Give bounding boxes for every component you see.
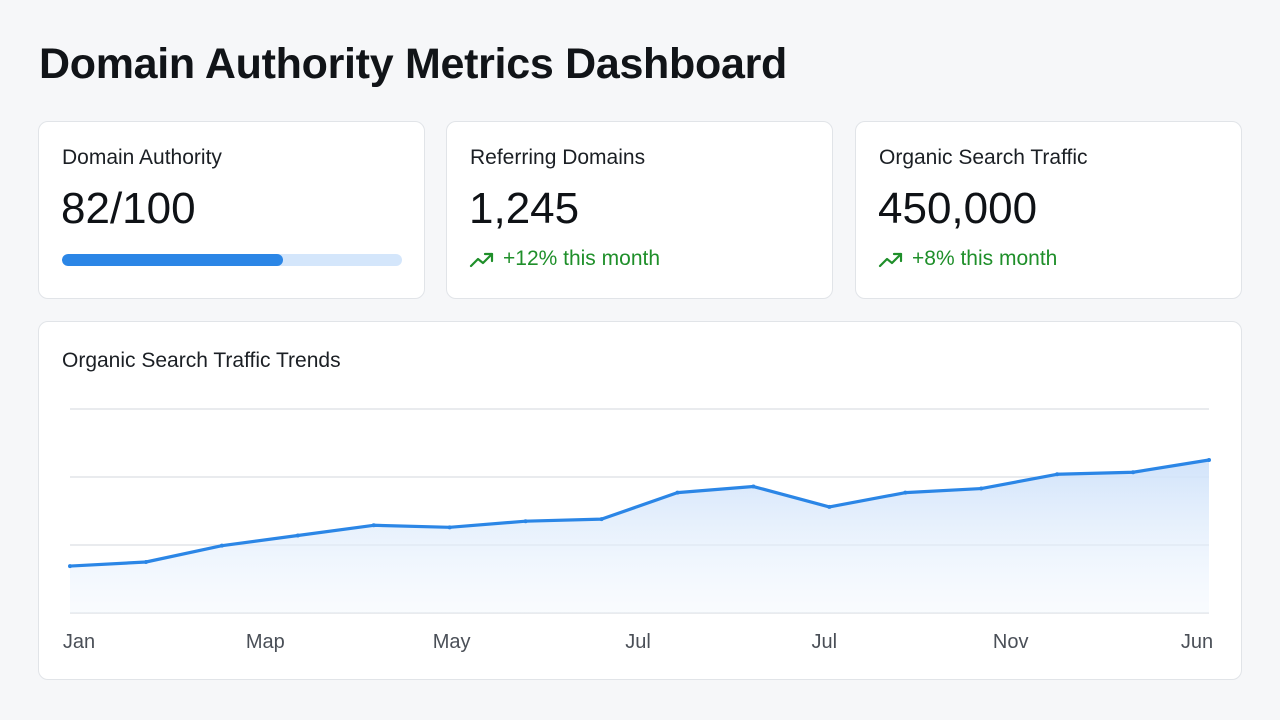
data-point xyxy=(1055,472,1060,477)
data-point xyxy=(827,504,832,509)
data-point xyxy=(599,517,604,522)
trending-up-icon xyxy=(878,252,903,268)
organic-traffic-trend: +8% this month xyxy=(878,247,1057,271)
organic-traffic-label: Organic Search Traffic xyxy=(879,146,1088,169)
traffic-trend-chart: Jan Map May Jul Jul Nov Jun xyxy=(63,408,1213,653)
traffic-area xyxy=(70,460,1209,613)
domain-authority-progress-bar xyxy=(62,254,402,266)
data-point xyxy=(675,490,680,495)
domain-authority-progress-fill xyxy=(62,254,283,266)
page-title: Domain Authority Metrics Dashboard xyxy=(39,40,787,88)
organic-traffic-trend-text: +8% this month xyxy=(912,247,1058,270)
referring-domains-trend: +12% this month xyxy=(469,247,660,271)
traffic-trend-chart-card: Organic Search Traffic Trends Jan Map May J… xyxy=(38,321,1242,680)
referring-domains-card: Referring Domains 1,245 +12% this month xyxy=(446,121,833,299)
data-point xyxy=(295,533,300,538)
x-tick-label: Nov xyxy=(993,631,1029,653)
traffic-line xyxy=(68,458,1211,568)
data-point xyxy=(1131,470,1136,475)
referring-domains-value: 1,245 xyxy=(469,184,580,233)
data-point xyxy=(751,484,756,489)
data-point xyxy=(903,490,908,495)
x-tick-label: Jan xyxy=(63,631,95,653)
domain-authority-value: 82/100 xyxy=(61,184,196,233)
data-point xyxy=(371,523,376,528)
data-point xyxy=(447,525,452,530)
data-point xyxy=(219,543,224,548)
data-point xyxy=(143,560,148,564)
organic-traffic-value: 450,000 xyxy=(878,184,1038,233)
domain-authority-card: Domain Authority 82/100 xyxy=(38,121,425,299)
domain-authority-label: Domain Authority xyxy=(62,146,222,169)
x-tick-label: Jul xyxy=(812,631,838,653)
data-point xyxy=(68,564,72,569)
referring-domains-trend-text: +12% this month xyxy=(503,247,661,270)
referring-domains-label: Referring Domains xyxy=(470,146,646,169)
x-tick-label: May xyxy=(433,631,471,653)
x-tick-label: Jun xyxy=(1181,631,1213,653)
data-point xyxy=(1207,458,1211,462)
chart-title: Organic Search Traffic Trends xyxy=(62,349,341,372)
data-point xyxy=(979,486,984,491)
x-tick-label: Jul xyxy=(625,631,651,653)
x-tick-label: Map xyxy=(246,631,285,653)
data-point xyxy=(523,519,528,524)
organic-traffic-card: Organic Search Traffic 450,000 +8% this … xyxy=(855,121,1242,299)
trending-up-icon xyxy=(469,252,494,268)
